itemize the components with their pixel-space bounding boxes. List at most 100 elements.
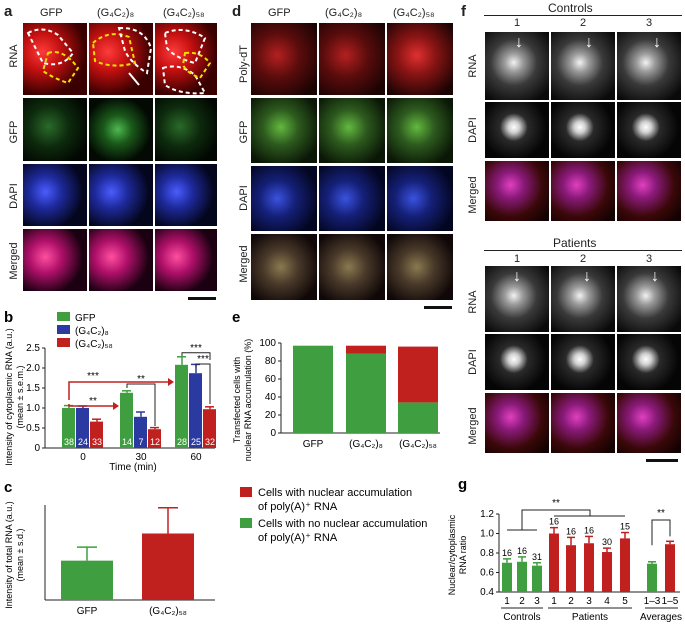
panel-f-controls-image-merged-3 [616,160,682,222]
x-tick-label: (G₄C₂)₅₈ [399,439,437,450]
panel-f-patients-image-merged-2 [550,392,616,454]
group-label: Controls [503,612,540,623]
x-tick-label: 30 [135,452,147,463]
chart-g: 0.4 0.6 0.8 1.0 1.2 16 1 16 2 31 3 16 1 16 2 16 3 30 4 15 5 1… [480,498,682,623]
bar [189,373,202,448]
panel-d-image-dapi-gfp [250,165,318,232]
y-tick-label: 1.5 [26,383,40,394]
bar [532,565,542,592]
panel-f-controls-image-merged-2 [550,160,616,222]
y-tick-label: 100 [259,338,276,349]
panel-f-controls-image-rna-1: ↓ [484,31,550,101]
n-label: 28 [177,437,187,447]
bar [584,543,594,592]
panel-a-scale-bar [188,297,216,300]
x-tick-label: 1 [504,596,510,607]
panel-a-col-g4c2-8: (G₄C₂)₈ [97,7,135,19]
arrow-down-icon: ↓ [513,268,521,285]
bar [502,562,512,592]
x-tick-label: 2 [519,596,525,607]
n-label: 24 [78,437,88,447]
panel-f-patients-image-dapi-1 [484,333,550,391]
panel-a-image-dapi-gfp [22,163,88,227]
panel-f-controls-image-merged-1 [484,160,550,222]
panel-d-image-gfp-g4c2-58 [386,97,454,164]
panel-f-controls-image-dapi-1 [484,101,550,159]
n-label: 32 [205,437,215,447]
x-tick-label: (G₄C₂)₈ [349,439,383,450]
legend-label: GFP [75,313,96,324]
bar [566,545,576,592]
bar [62,408,75,448]
panel-a-image-merged-g4c2-58 [154,228,218,292]
panel-f-controls-image-rna-2: ↓ [550,31,616,101]
panel-f-scale-bar [646,459,678,462]
bar [549,533,559,592]
bar [134,416,147,448]
panel-e-legend-swatch-green [240,518,252,528]
panel-a-image-dapi-g4c2-58 [154,163,218,227]
panel-c-ylabel-2: (mean ± s.d.) [15,529,25,582]
x-tick-label: 1 [551,596,557,607]
x-tick-label: GFP [77,606,98,617]
sig-bracket [181,352,211,360]
arrow-head-icon [168,378,174,386]
x-tick-label: 3 [586,596,592,607]
panel-e-legend-green-2: of poly(A)⁺ RNA [258,532,338,544]
x-tick-label: 2 [568,596,574,607]
panel-g-letter: g [458,476,467,493]
panel-d-scale-bar [424,306,452,309]
panel-a-image-gfp-g4c2-8 [88,97,154,162]
bar [517,561,527,592]
bar [120,392,133,448]
legend-swatch [57,325,70,334]
sig-bracket [195,363,211,404]
panel-d-image-gfp-gfp [250,97,318,164]
panel-e-legend-green-1: Cells with no nuclear accumulation [258,518,427,530]
arrow-down-icon: ↓ [653,34,661,51]
y-tick-label: 0.6 [480,568,494,579]
panel-d-col-gfp: GFP [268,7,291,19]
panel-f-patients-col-3: 3 [646,253,653,265]
y-tick-label: 0.8 [480,548,494,559]
panel-e-ylabel-2: nuclear RNA accumulation (%) [243,339,253,462]
panel-f-controls-col-3: 3 [646,17,653,29]
n-label: 15 [620,522,630,532]
panel-c-letter: c [4,479,12,496]
panel-d-image-dapi-g4c2-8 [318,165,386,232]
y-tick-label: 2.5 [26,343,40,354]
bar [647,563,657,592]
sig-label: ** [552,498,560,509]
n-label: 33 [92,437,102,447]
panel-e-legend-red-1: Cells with nuclear accumulation [258,487,412,499]
panel-d-image-dapi-g4c2-58 [386,165,454,232]
panel-f-patients-line [484,250,682,251]
arrow-down-icon: ↓ [585,34,593,51]
x-tick-label: 0 [80,452,86,463]
panel-a-image-gfp-gfp [22,97,88,162]
panel-f-patients-col-1: 1 [514,253,521,265]
y-tick-label: 0 [270,428,276,439]
sig-bracket [651,519,671,546]
bar [665,544,675,592]
panel-f-letter: f [461,3,466,20]
n-label: 25 [191,437,201,447]
panel-f-controls-col-1: 1 [514,17,521,29]
panel-b-letter: b [4,309,13,326]
panel-f-controls-col-2: 2 [580,17,587,29]
panel-d-letter: d [232,3,242,20]
n-label: 16 [517,546,527,556]
panel-a-col-g4c2-58: (G₄C₂)₅₈ [163,7,205,19]
panel-d-col-g4c2-8: (G₄C₂)₈ [325,7,363,19]
sig-line-arrow [68,381,172,400]
legend-label: (G₄C₂)₅₈ [75,339,113,350]
arrow-down-icon: ↓ [651,268,659,285]
panel-e-legend-red-2: of poly(A)⁺ RNA [258,501,338,513]
x-tick-label: 3 [534,596,540,607]
y-tick-label: 40 [265,392,277,403]
y-tick-label: 1.0 [26,403,40,414]
panel-f-controls-title: Controls [548,1,593,15]
y-tick-label: 60 [265,374,277,385]
